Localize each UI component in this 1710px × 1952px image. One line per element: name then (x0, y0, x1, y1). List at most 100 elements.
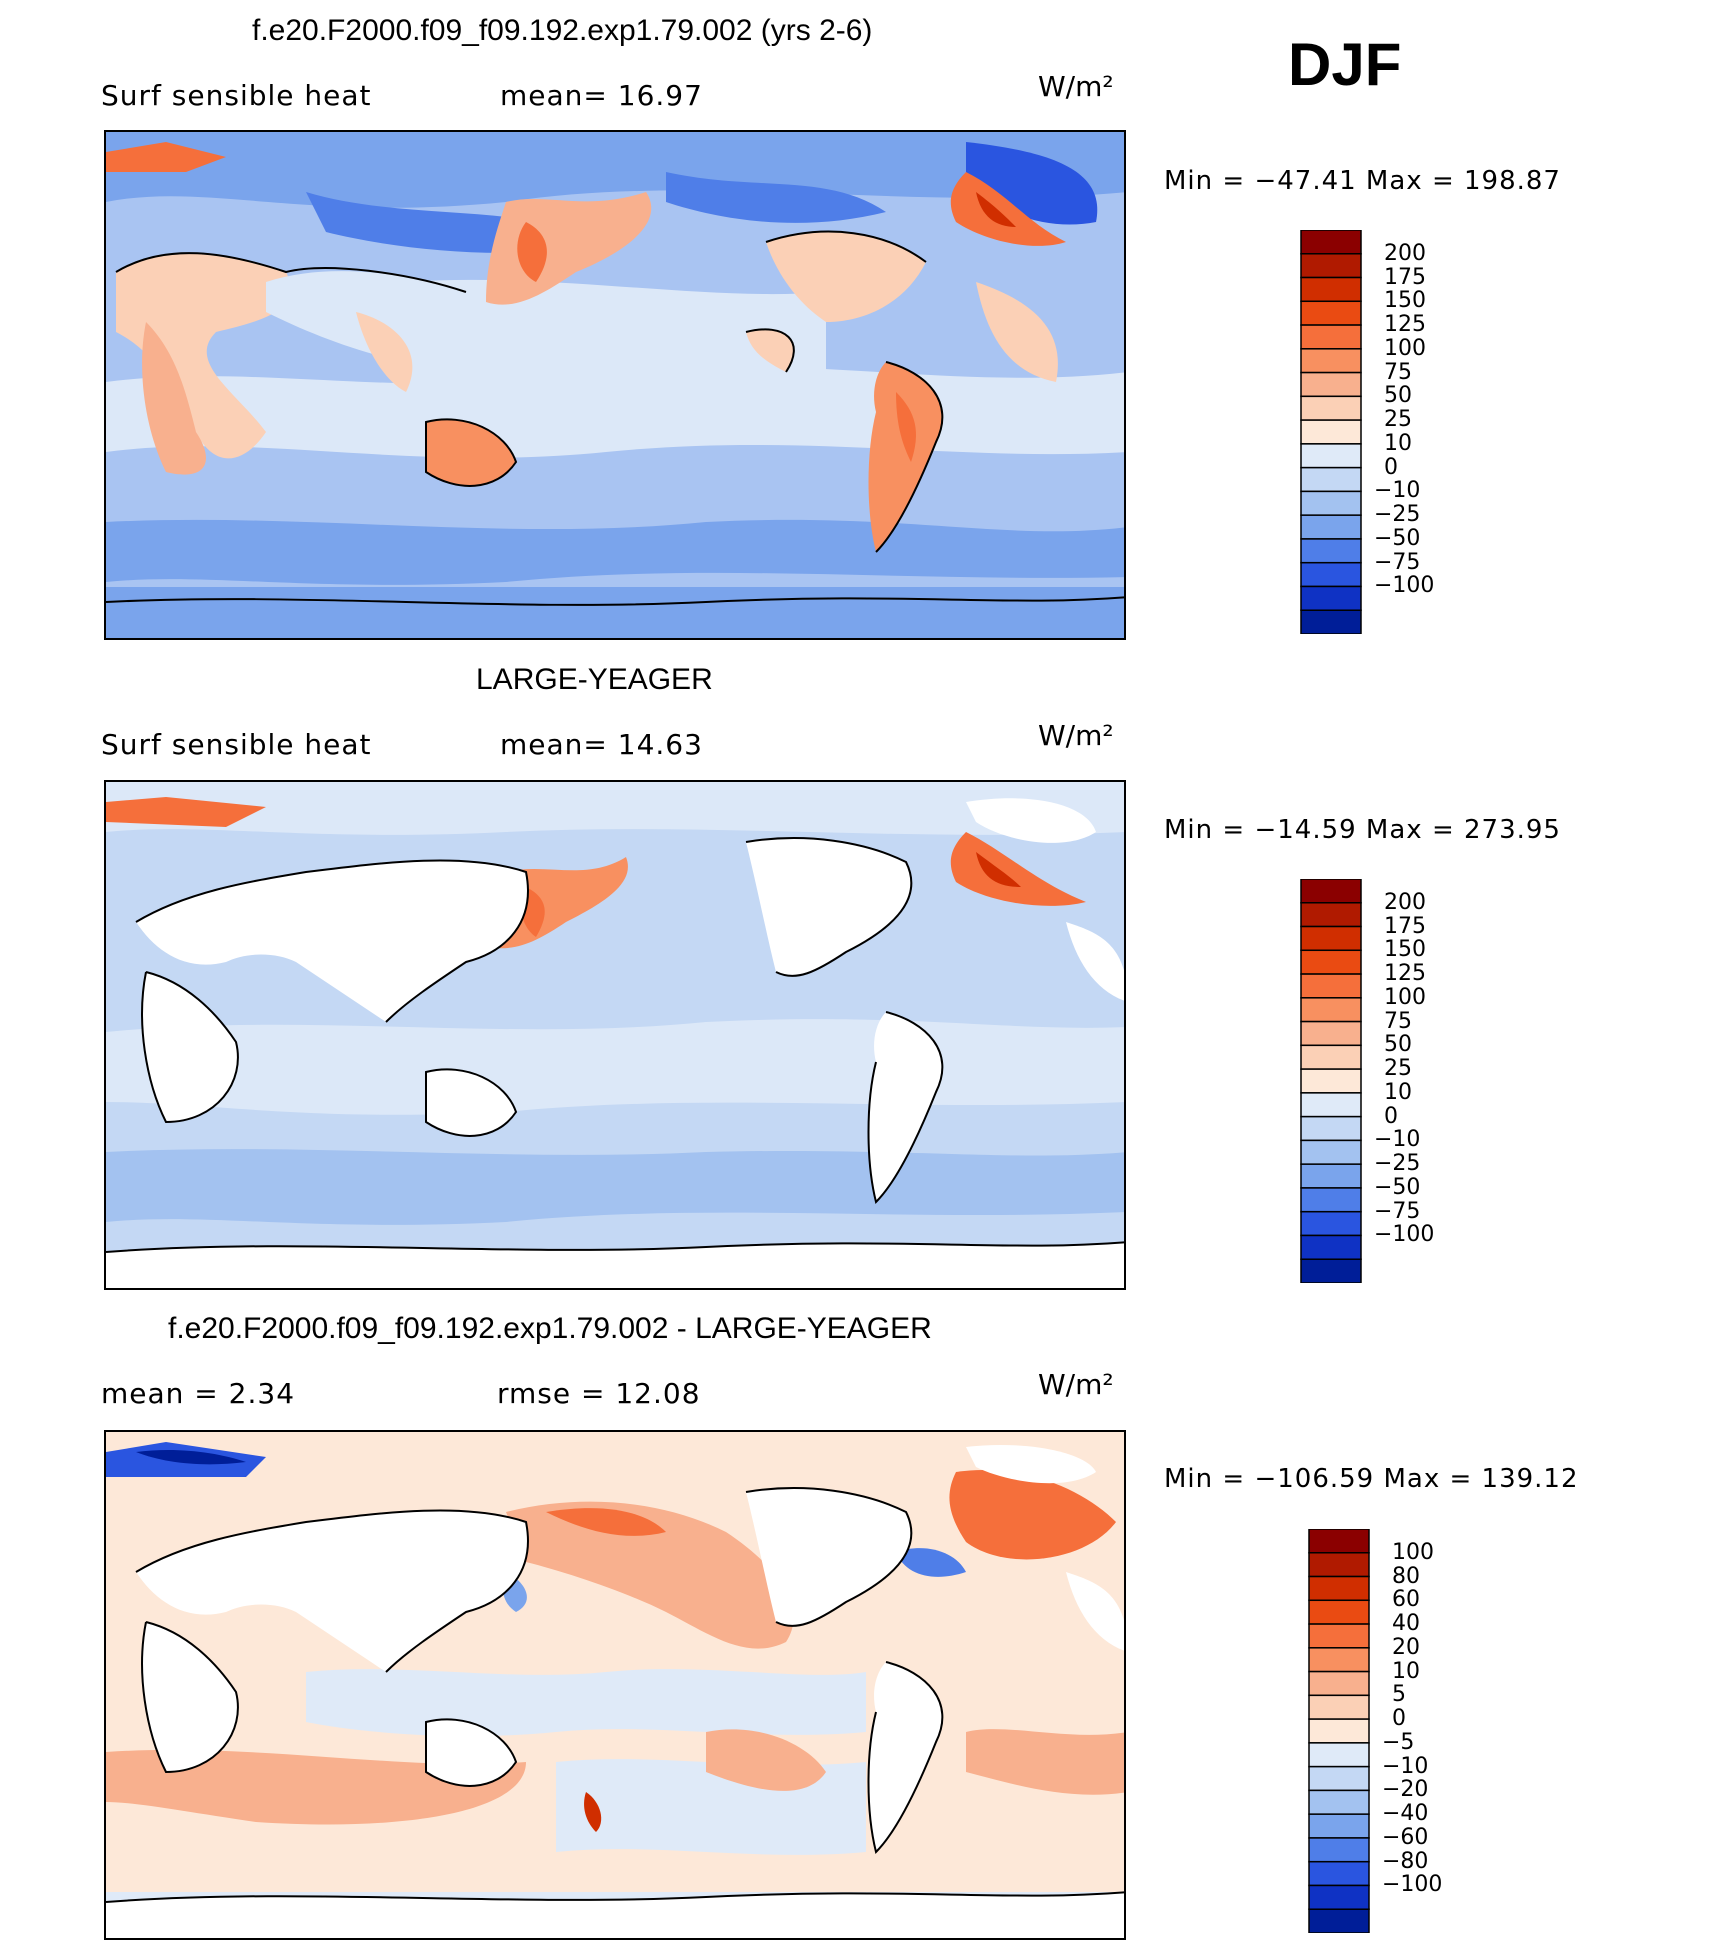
colorbar-tick-label: −40 (1382, 1801, 1429, 1827)
colorbar-tick-label: 20 (1392, 1634, 1420, 1660)
colorbar-swatch (1300, 949, 1362, 975)
colorbar-swatch (1308, 1718, 1370, 1744)
colorbar-swatch (1308, 1789, 1370, 1815)
colorbar-swatch (1300, 1210, 1362, 1237)
panel-1-colorbar (1300, 229, 1362, 635)
colorbar-tick-label: 100 (1384, 335, 1426, 361)
colorbar-tick-label: 40 (1392, 1611, 1420, 1637)
colorbar-tick-label: −25 (1374, 1151, 1421, 1177)
colorbar-tick-label: 60 (1392, 1587, 1420, 1613)
colorbar-swatch (1300, 878, 1362, 904)
panel-3-map-field (106, 1432, 1124, 1938)
colorbar-tick-label: −75 (1374, 1198, 1421, 1224)
colorbar-swatch (1308, 1670, 1370, 1697)
colorbar-tick-label: 150 (1384, 937, 1426, 963)
colorbar-tick-label: 125 (1384, 312, 1426, 338)
panel-3-units: W/m² (1038, 1368, 1114, 1401)
colorbar-swatch (1300, 348, 1362, 374)
colorbar-swatch (1300, 1258, 1362, 1284)
colorbar-swatch (1300, 997, 1362, 1023)
panel-2-colorbar (1300, 878, 1362, 1284)
colorbar-tick-label: −100 (1374, 573, 1435, 599)
colorbar-swatch (1300, 276, 1362, 303)
colorbar-tick-label: 50 (1384, 383, 1412, 409)
colorbar-swatch (1300, 1234, 1362, 1260)
colorbar-swatch (1300, 300, 1362, 326)
colorbar-tick-label: 75 (1384, 1008, 1412, 1034)
panel-2-units: W/m² (1038, 719, 1114, 752)
colorbar-swatch (1300, 466, 1362, 493)
colorbar-swatch (1308, 1647, 1370, 1673)
colorbar-tick-label: 50 (1384, 1032, 1412, 1058)
colorbar-tick-label: 25 (1384, 1056, 1412, 1082)
panel-1-map-field (106, 132, 1124, 638)
colorbar-swatch (1308, 1575, 1370, 1602)
colorbar-swatch (1308, 1528, 1370, 1554)
panel-3-rmse: rmse = 12.08 (497, 1377, 701, 1410)
colorbar-tick-label: −5 (1382, 1729, 1415, 1755)
panel-3-map (104, 1430, 1126, 1940)
colorbar-swatch (1308, 1908, 1370, 1934)
colorbar-swatch (1300, 902, 1362, 928)
panel-2-map (104, 780, 1126, 1290)
colorbar-tick-label: 200 (1384, 889, 1426, 915)
colorbar-swatch (1308, 1552, 1370, 1578)
colorbar-swatch (1300, 925, 1362, 952)
colorbar-tick-label: 175 (1384, 913, 1426, 939)
colorbar-swatch (1300, 253, 1362, 279)
colorbar-swatch (1300, 229, 1362, 255)
colorbar-tick-label: −75 (1374, 549, 1421, 575)
panel-2-mean: mean= 14.63 (500, 728, 703, 761)
colorbar-swatch (1300, 395, 1362, 421)
panel-3-minmax: Min = −106.59 Max = 139.12 (1164, 1464, 1579, 1494)
colorbar-swatch (1308, 1694, 1370, 1720)
panel-1-units: W/m² (1038, 70, 1114, 103)
colorbar-tick-label: −10 (1374, 478, 1421, 504)
colorbar-tick-label: 0 (1384, 454, 1398, 480)
panel-1-colorbar-swatches (1300, 229, 1362, 635)
colorbar-tick-label: −100 (1382, 1872, 1443, 1898)
colorbar-swatch (1308, 1837, 1370, 1863)
colorbar-swatch (1308, 1813, 1370, 1839)
colorbar-swatch (1300, 490, 1362, 516)
colorbar-tick-label: 125 (1384, 961, 1426, 987)
colorbar-swatch (1300, 419, 1362, 445)
panel-2-title: LARGE-YEAGER (476, 663, 713, 696)
colorbar-swatch (1300, 1139, 1362, 1165)
panel-1-title: f.e20.F2000.f09_f09.192.exp1.79.002 (yrs… (252, 14, 873, 47)
colorbar-swatch (1300, 585, 1362, 611)
colorbar-tick-label: −10 (1382, 1753, 1429, 1779)
colorbar-swatch (1300, 514, 1362, 540)
colorbar-swatch (1300, 324, 1362, 350)
colorbar-swatch (1300, 371, 1362, 398)
panel-3-colorbar (1308, 1528, 1370, 1934)
colorbar-swatch (1300, 1092, 1362, 1118)
colorbar-swatch (1300, 1068, 1362, 1094)
colorbar-tick-label: −20 (1382, 1777, 1429, 1803)
colorbar-tick-label: 0 (1384, 1103, 1398, 1129)
colorbar-swatch (1300, 1187, 1362, 1213)
colorbar-swatch (1308, 1860, 1370, 1887)
colorbar-swatch (1300, 538, 1362, 564)
colorbar-swatch (1300, 1163, 1362, 1189)
colorbar-tick-label: 100 (1392, 1539, 1434, 1565)
colorbar-tick-label: −25 (1374, 502, 1421, 528)
colorbar-tick-label: −100 (1374, 1222, 1435, 1248)
colorbar-swatch (1308, 1765, 1370, 1792)
colorbar-swatch (1308, 1884, 1370, 1910)
colorbar-tick-label: 10 (1384, 1079, 1412, 1105)
panel-2-variable-label: Surf sensible heat (101, 728, 372, 761)
colorbar-tick-label: 80 (1392, 1563, 1420, 1589)
panel-3-colorbar-swatches (1308, 1528, 1370, 1934)
panel-3-title: f.e20.F2000.f09_f09.192.exp1.79.002 - LA… (168, 1312, 932, 1345)
colorbar-tick-label: −50 (1374, 525, 1421, 551)
colorbar-swatch (1308, 1599, 1370, 1625)
colorbar-tick-label: 150 (1384, 288, 1426, 314)
colorbar-tick-label: 5 (1392, 1682, 1406, 1708)
colorbar-tick-label: 10 (1384, 430, 1412, 456)
season-label: DJF (1288, 31, 1402, 98)
colorbar-swatch (1300, 1020, 1362, 1047)
colorbar-tick-label: 100 (1384, 984, 1426, 1010)
panel-1-mean: mean= 16.97 (500, 79, 703, 112)
colorbar-swatch (1300, 1044, 1362, 1070)
